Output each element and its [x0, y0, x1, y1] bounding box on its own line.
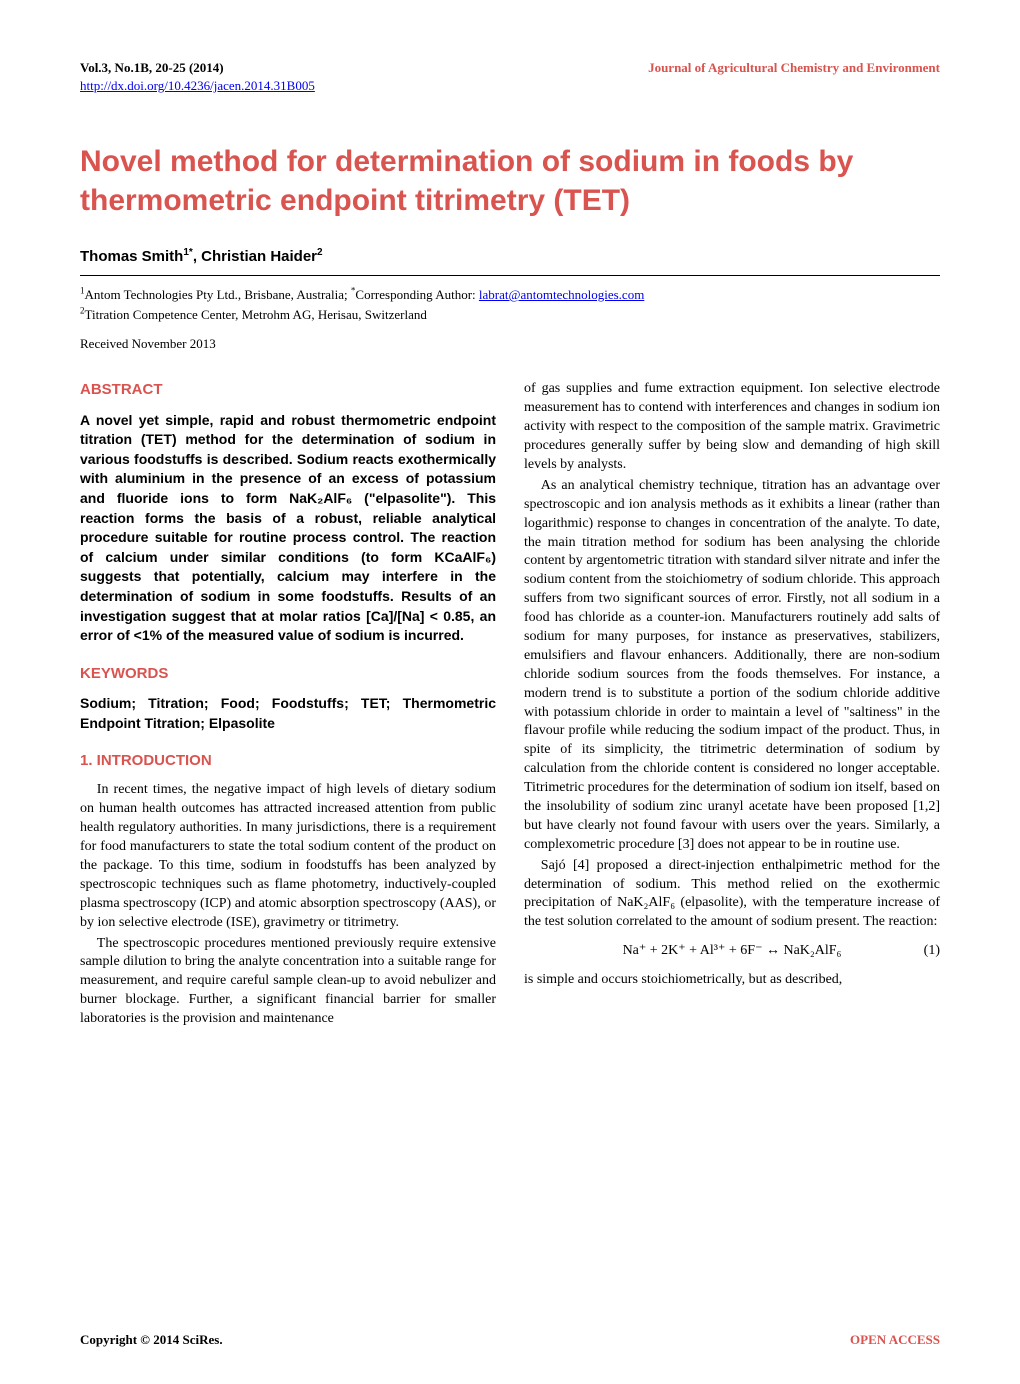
author-1-sup: 1*: [183, 247, 192, 258]
keywords-text: Sodium; Titration; Food; Foodstuffs; TET…: [80, 694, 496, 733]
author-1: Thomas Smith: [80, 248, 183, 265]
intro-p2: The spectroscopic procedures mentioned p…: [80, 935, 496, 1029]
introduction-heading: 1. INTRODUCTION: [80, 751, 496, 771]
authors: Thomas Smith1*, Christian Haider2: [80, 248, 940, 265]
footer-copyright: Copyright © 2014 SciRes.: [80, 1332, 223, 1348]
author-2: , Christian Haider: [193, 248, 317, 265]
affil-2-text: Titration Competence Center, Metrohm AG,…: [85, 307, 427, 322]
intro-p5: Sajó [4] proposed a direct-injection ent…: [524, 857, 940, 933]
corresponding-email[interactable]: labrat@antomtechnologies.com: [479, 287, 644, 302]
right-column: of gas supplies and fume extraction equi…: [524, 380, 940, 1031]
abstract-heading: ABSTRACT: [80, 380, 496, 400]
intro-p6: is simple and occurs stoichiometrically,…: [524, 971, 940, 990]
equation-body: Na⁺ + 2K⁺ + Al³⁺ + 6F⁻ ↔ NaK₂AlF₆: [623, 943, 842, 958]
intro-p3: of gas supplies and fume extraction equi…: [524, 380, 940, 474]
corr-label: Corresponding Author:: [355, 287, 479, 302]
affil-1-text: Antom Technologies Pty Ltd., Brisbane, A…: [85, 287, 351, 302]
keywords-heading: KEYWORDS: [80, 664, 496, 684]
doi-link[interactable]: http://dx.doi.org/10.4236/jacen.2014.31B…: [80, 78, 940, 94]
abstract-text: A novel yet simple, rapid and robust the…: [80, 411, 496, 646]
intro-p4: As an analytical chemistry technique, ti…: [524, 477, 940, 855]
author-divider: [80, 275, 940, 276]
affiliation-1: 1Antom Technologies Pty Ltd., Brisbane, …: [80, 286, 940, 304]
paper-title: Novel method for determination of sodium…: [80, 142, 940, 220]
footer-open-access: OPEN ACCESS: [850, 1332, 940, 1348]
affiliation-2: 2Titration Competence Center, Metrohm AG…: [80, 306, 940, 324]
intro-p1: In recent times, the negative impact of …: [80, 781, 496, 932]
author-2-sup: 2: [317, 247, 323, 258]
equation-1: Na⁺ + 2K⁺ + Al³⁺ + 6F⁻ ↔ NaK₂AlF₆ (1): [524, 942, 940, 961]
volume-info: Vol.3, No.1B, 20-25 (2014): [80, 60, 224, 76]
equation-number: (1): [924, 942, 940, 961]
journal-name: Journal of Agricultural Chemistry and En…: [648, 60, 940, 76]
left-column: ABSTRACT A novel yet simple, rapid and r…: [80, 380, 496, 1031]
received-date: Received November 2013: [80, 336, 940, 352]
